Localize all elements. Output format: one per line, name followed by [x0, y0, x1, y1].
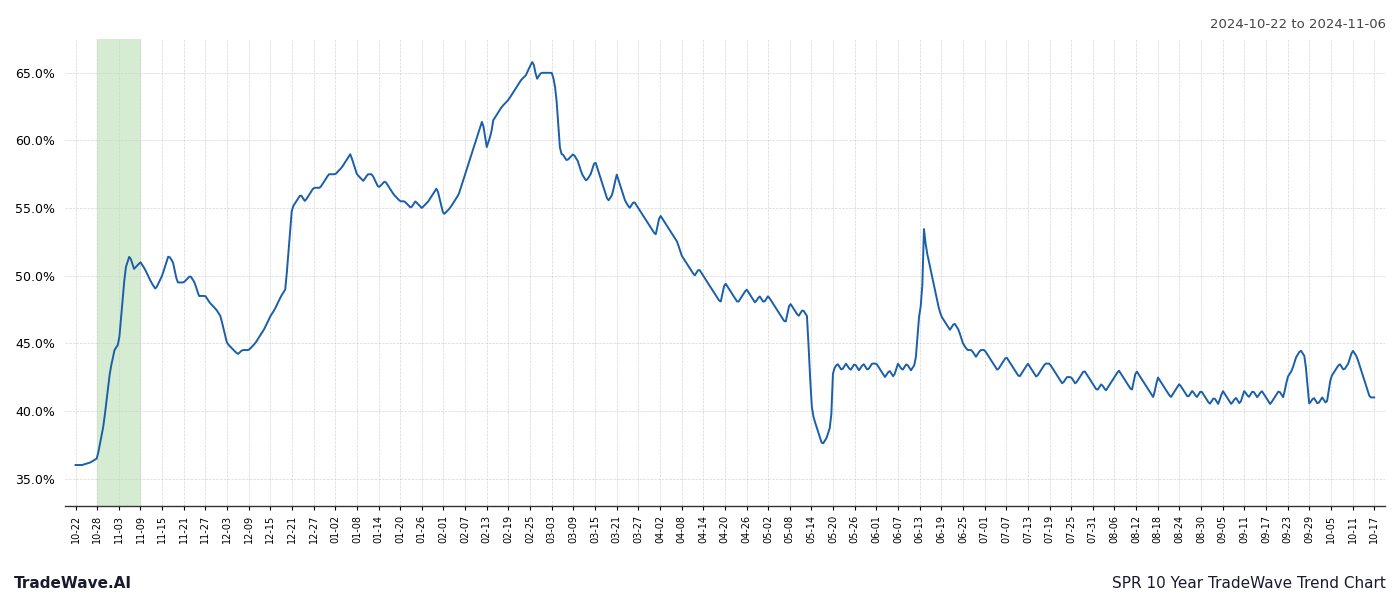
Text: 2024-10-22 to 2024-11-06: 2024-10-22 to 2024-11-06 [1210, 18, 1386, 31]
Text: TradeWave.AI: TradeWave.AI [14, 576, 132, 591]
Text: SPR 10 Year TradeWave Trend Chart: SPR 10 Year TradeWave Trend Chart [1112, 576, 1386, 591]
Bar [97, 39, 140, 506]
